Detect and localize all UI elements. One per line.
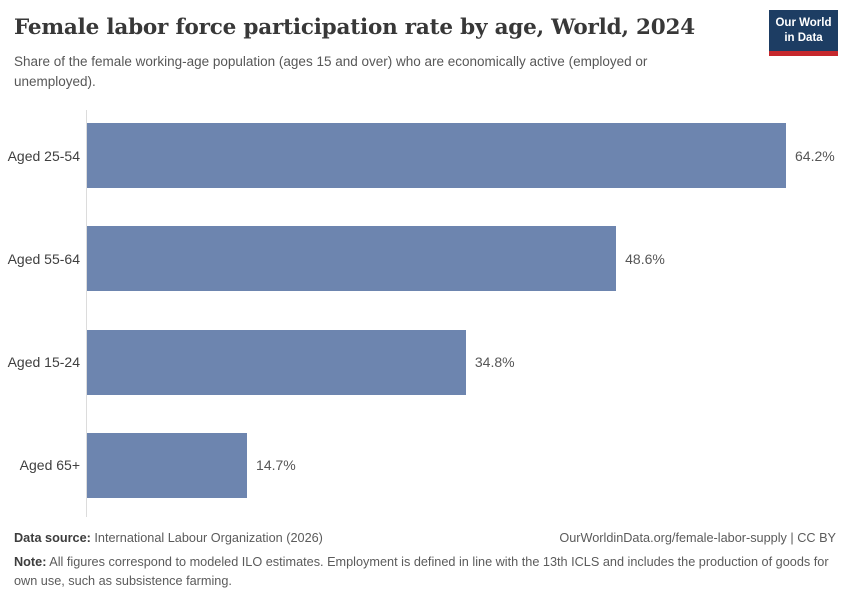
value-label: 34.8%	[474, 354, 515, 371]
category-label: Aged 25-54	[7, 147, 80, 164]
category-label: Aged 65+	[19, 457, 80, 474]
bar-row: Aged 15-24 34.8%	[0, 329, 850, 395]
chart-subtitle: Share of the female working-age populati…	[14, 54, 648, 90]
footer-note: Note: All figures correspond to modeled …	[14, 553, 838, 591]
owid-logo-line2: in Data	[784, 31, 823, 44]
owid-logo-text: Our World in Data	[769, 10, 838, 51]
y-axis-line	[86, 110, 87, 517]
owid-url-link[interactable]: OurWorldinData.org/female-labor-supply |…	[559, 531, 836, 545]
footer-source-row: Data source: International Labour Organi…	[14, 531, 836, 545]
note-label: Note:	[14, 555, 47, 569]
category-label: Aged 15-24	[7, 354, 80, 371]
data-source-label: Data source:	[14, 531, 91, 545]
value-label: 14.7%	[256, 457, 296, 474]
bar[interactable]	[87, 432, 248, 498]
note-text: All figures correspond to modeled ILO es…	[14, 555, 829, 589]
owid-logo[interactable]: Our World in Data	[769, 10, 838, 56]
bar-row: Aged 55-64 48.6%	[0, 226, 850, 292]
bar[interactable]	[87, 123, 786, 188]
bar-row: Aged 65+ 14.7%	[0, 432, 850, 498]
data-source: Data source: International Labour Organi…	[14, 531, 323, 545]
page-title: Female labor force participation rate by…	[14, 15, 696, 40]
category-label: Aged 55-64	[7, 250, 80, 267]
owid-logo-line1: Our World	[775, 17, 832, 29]
value-label: 48.6%	[625, 250, 665, 267]
logo-red-stripe	[769, 50, 838, 56]
data-source-text: International Labour Organization (2026)	[90, 531, 323, 545]
value-label: 64.2%	[795, 147, 835, 164]
bar-row: Aged 25-54 64.2%	[0, 123, 850, 188]
bar[interactable]	[87, 226, 617, 292]
bar[interactable]	[87, 329, 466, 395]
